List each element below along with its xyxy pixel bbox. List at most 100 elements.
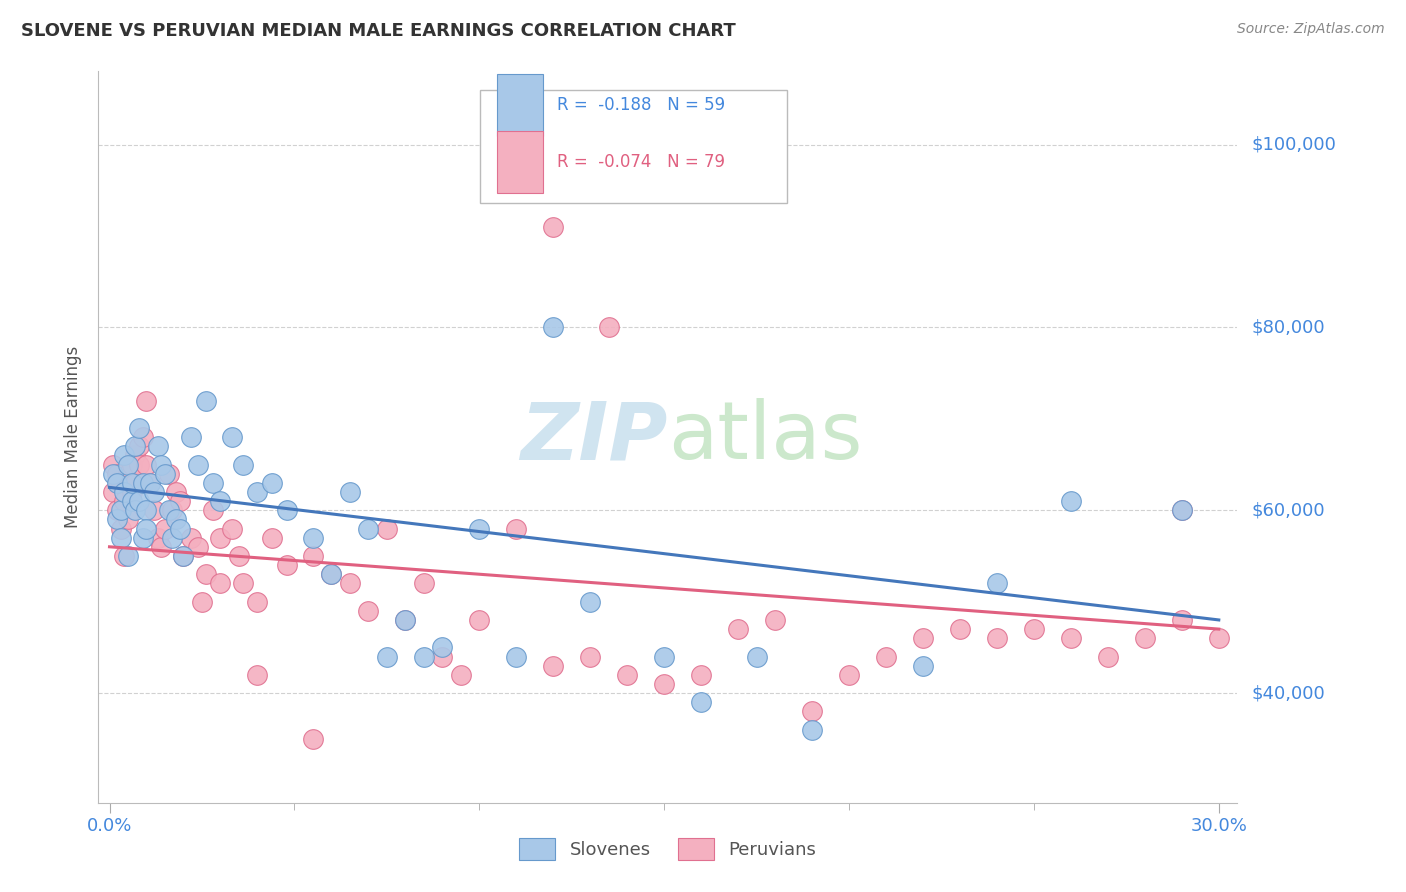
Point	[1208, 631, 1230, 645]
Point	[139, 475, 162, 490]
Point	[124, 448, 146, 462]
Point	[124, 475, 146, 490]
Point	[276, 558, 298, 573]
Point	[157, 503, 180, 517]
Point	[579, 649, 602, 664]
Point	[652, 677, 675, 691]
Point	[103, 484, 125, 499]
Point	[142, 484, 165, 499]
Point	[276, 503, 298, 517]
Point	[875, 649, 897, 664]
Point	[110, 521, 132, 535]
Point	[302, 549, 325, 563]
Point	[598, 320, 620, 334]
Y-axis label: Median Male Earnings: Median Male Earnings	[65, 346, 83, 528]
Point	[357, 604, 380, 618]
Point	[801, 723, 824, 737]
Point	[634, 183, 657, 197]
Text: $40,000: $40,000	[1251, 684, 1324, 702]
Point	[690, 695, 713, 709]
Point	[505, 649, 527, 664]
Text: ZIP: ZIP	[520, 398, 668, 476]
Point	[124, 503, 146, 517]
Point	[321, 567, 343, 582]
Point	[142, 503, 165, 517]
Point	[221, 430, 243, 444]
Point	[146, 531, 169, 545]
Point	[505, 521, 527, 535]
Point	[321, 567, 343, 582]
Point	[194, 567, 217, 582]
Point	[1171, 613, 1194, 627]
Point	[949, 622, 972, 636]
Point	[128, 458, 150, 472]
Point	[541, 320, 564, 334]
Point	[135, 458, 157, 472]
Point	[117, 467, 139, 481]
Point	[105, 467, 128, 481]
Point	[172, 549, 194, 563]
Point	[911, 631, 934, 645]
Point	[394, 613, 416, 627]
Point	[150, 458, 173, 472]
Point	[302, 531, 325, 545]
Text: Source: ZipAtlas.com: Source: ZipAtlas.com	[1237, 22, 1385, 37]
Point	[375, 521, 398, 535]
Point	[165, 512, 187, 526]
Point	[1060, 631, 1083, 645]
Point	[121, 484, 143, 499]
Point	[110, 475, 132, 490]
Point	[221, 521, 243, 535]
Point	[911, 658, 934, 673]
Point	[986, 576, 1008, 591]
Point	[135, 521, 157, 535]
Point	[135, 393, 157, 408]
Point	[105, 512, 128, 526]
Point	[165, 484, 187, 499]
Point	[187, 458, 209, 472]
Point	[153, 467, 176, 481]
Point	[541, 658, 564, 673]
Point	[339, 484, 361, 499]
Point	[169, 494, 191, 508]
Point	[541, 219, 564, 234]
Point	[468, 613, 491, 627]
Point	[202, 475, 225, 490]
Point	[232, 458, 254, 472]
Point	[128, 494, 150, 508]
Point	[124, 439, 146, 453]
Point	[652, 649, 675, 664]
Text: R =  -0.188   N = 59: R = -0.188 N = 59	[557, 96, 725, 114]
Point	[246, 484, 269, 499]
Point	[763, 613, 786, 627]
Point	[121, 494, 143, 508]
Point	[194, 393, 217, 408]
Point	[339, 576, 361, 591]
Point	[727, 622, 749, 636]
Point	[132, 531, 155, 545]
Point	[117, 458, 139, 472]
Point	[187, 540, 209, 554]
Text: $80,000: $80,000	[1251, 318, 1324, 336]
Point	[146, 439, 169, 453]
FancyBboxPatch shape	[479, 90, 787, 203]
Point	[132, 475, 155, 490]
Point	[112, 494, 135, 508]
Point	[172, 549, 194, 563]
Text: $100,000: $100,000	[1251, 136, 1336, 153]
Point	[110, 531, 132, 545]
Point	[1171, 503, 1194, 517]
Point	[394, 613, 416, 627]
Point	[112, 448, 135, 462]
Text: SLOVENE VS PERUVIAN MEDIAN MALE EARNINGS CORRELATION CHART: SLOVENE VS PERUVIAN MEDIAN MALE EARNINGS…	[21, 22, 735, 40]
Point	[246, 667, 269, 681]
Point	[180, 430, 202, 444]
Legend: Slovenes, Peruvians: Slovenes, Peruvians	[512, 830, 824, 867]
Point	[228, 549, 250, 563]
Point	[986, 631, 1008, 645]
Point	[150, 540, 173, 554]
Point	[616, 667, 638, 681]
Point	[135, 503, 157, 517]
Point	[838, 667, 860, 681]
Point	[468, 521, 491, 535]
